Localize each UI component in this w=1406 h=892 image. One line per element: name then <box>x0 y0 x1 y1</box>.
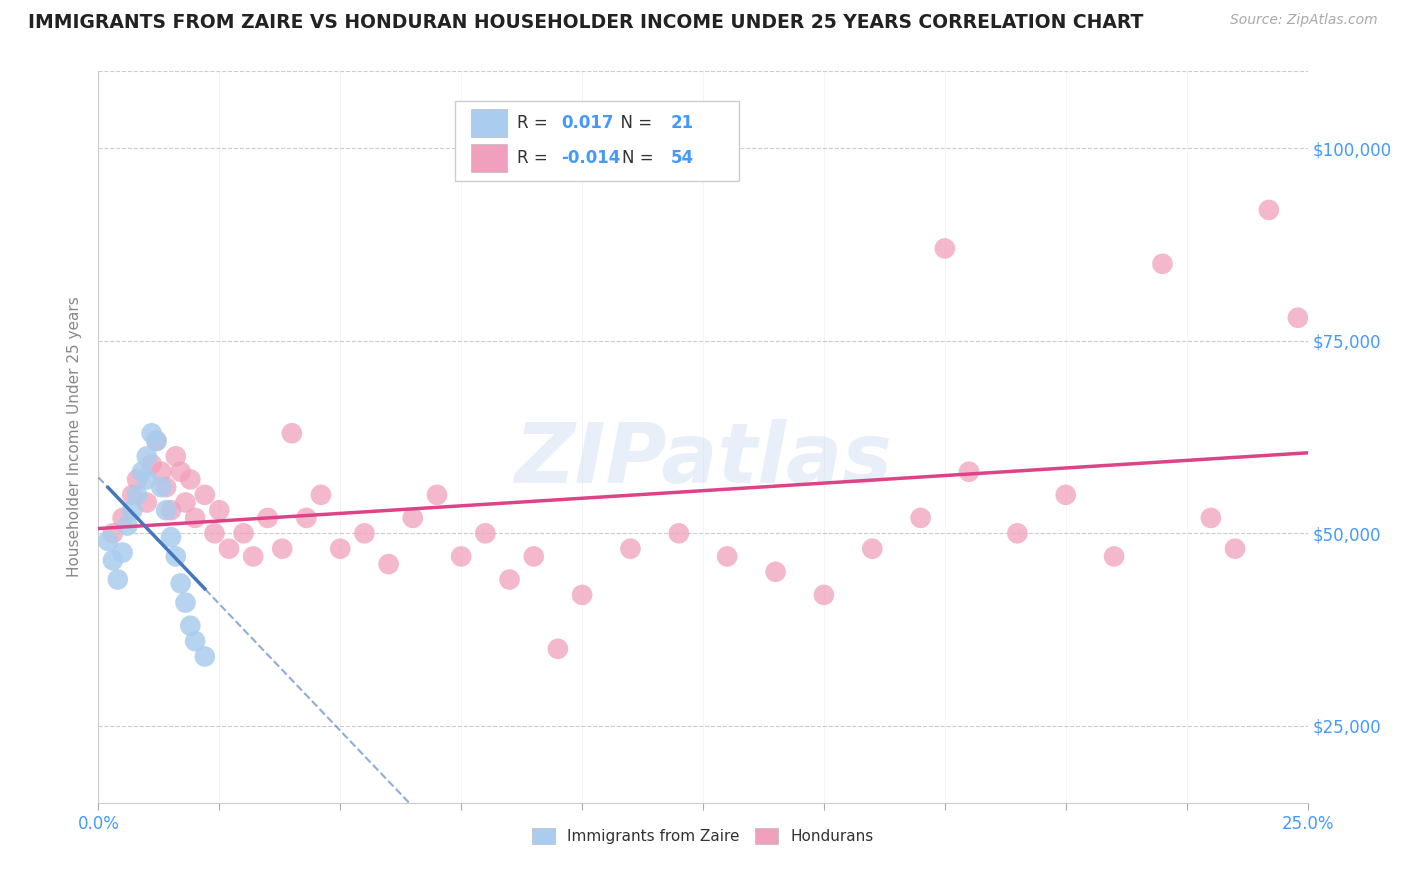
Point <box>135 472 157 486</box>
Point <box>860 541 883 556</box>
Text: N =: N = <box>610 114 657 132</box>
Point <box>242 549 264 564</box>
Point <box>169 576 191 591</box>
Point <box>1286 310 1309 325</box>
Point <box>165 549 187 564</box>
Point <box>117 518 139 533</box>
Y-axis label: Householder Income Under 25 years: Householder Income Under 25 years <box>67 297 83 577</box>
Point <box>813 588 835 602</box>
Point <box>256 511 278 525</box>
Point <box>145 434 167 448</box>
Point <box>295 511 318 525</box>
Point <box>208 503 231 517</box>
Point <box>426 488 449 502</box>
Point <box>1007 526 1029 541</box>
Point <box>547 641 569 656</box>
Point <box>127 488 149 502</box>
Point <box>141 426 163 441</box>
Point <box>498 573 520 587</box>
Point <box>107 573 129 587</box>
Point <box>160 503 183 517</box>
Point <box>281 426 304 441</box>
Point <box>474 526 496 541</box>
Point <box>668 526 690 541</box>
Point <box>619 541 641 556</box>
Point <box>135 495 157 509</box>
Point <box>450 549 472 564</box>
Point <box>165 450 187 464</box>
Point <box>957 465 980 479</box>
Point <box>910 511 932 525</box>
Point <box>1223 541 1246 556</box>
Point <box>179 472 201 486</box>
Legend: Immigrants from Zaire, Hondurans: Immigrants from Zaire, Hondurans <box>526 822 880 850</box>
Point <box>765 565 787 579</box>
Point <box>329 541 352 556</box>
FancyBboxPatch shape <box>471 110 508 137</box>
Point <box>1102 549 1125 564</box>
Point <box>101 526 124 541</box>
Point <box>135 450 157 464</box>
Point <box>150 465 173 479</box>
Text: 54: 54 <box>671 149 693 167</box>
Point <box>523 549 546 564</box>
Point <box>1152 257 1174 271</box>
Point <box>271 541 294 556</box>
Point <box>179 618 201 632</box>
Point <box>402 511 425 525</box>
Point <box>309 488 332 502</box>
Text: Source: ZipAtlas.com: Source: ZipAtlas.com <box>1230 13 1378 28</box>
Point <box>141 457 163 471</box>
Point <box>127 472 149 486</box>
Point <box>150 480 173 494</box>
Point <box>97 534 120 549</box>
Point <box>101 553 124 567</box>
Point <box>145 434 167 448</box>
Point <box>111 545 134 559</box>
Point <box>377 557 399 571</box>
Point <box>111 511 134 525</box>
FancyBboxPatch shape <box>471 144 508 171</box>
Text: 0.017: 0.017 <box>561 114 614 132</box>
Point <box>232 526 254 541</box>
Point <box>353 526 375 541</box>
Point <box>121 488 143 502</box>
Point <box>194 488 217 502</box>
Point <box>1257 202 1279 217</box>
Point <box>131 465 153 479</box>
Point <box>194 649 217 664</box>
Point <box>218 541 240 556</box>
Point <box>174 495 197 509</box>
Point <box>1199 511 1222 525</box>
Point <box>934 242 956 256</box>
Text: ZIPatlas: ZIPatlas <box>515 418 891 500</box>
Text: N =: N = <box>621 149 659 167</box>
Point <box>1054 488 1077 502</box>
Point <box>716 549 738 564</box>
Point <box>184 634 207 648</box>
Point <box>184 511 207 525</box>
Point <box>160 530 183 544</box>
FancyBboxPatch shape <box>456 101 740 181</box>
Text: R =: R = <box>517 149 553 167</box>
Text: IMMIGRANTS FROM ZAIRE VS HONDURAN HOUSEHOLDER INCOME UNDER 25 YEARS CORRELATION : IMMIGRANTS FROM ZAIRE VS HONDURAN HOUSEH… <box>28 13 1143 32</box>
Text: R =: R = <box>517 114 553 132</box>
Text: -0.014: -0.014 <box>561 149 621 167</box>
Point <box>204 526 226 541</box>
Point <box>155 503 177 517</box>
Text: 21: 21 <box>671 114 693 132</box>
Point <box>169 465 191 479</box>
Point <box>121 503 143 517</box>
Point <box>571 588 593 602</box>
Point <box>155 480 177 494</box>
Point <box>174 596 197 610</box>
